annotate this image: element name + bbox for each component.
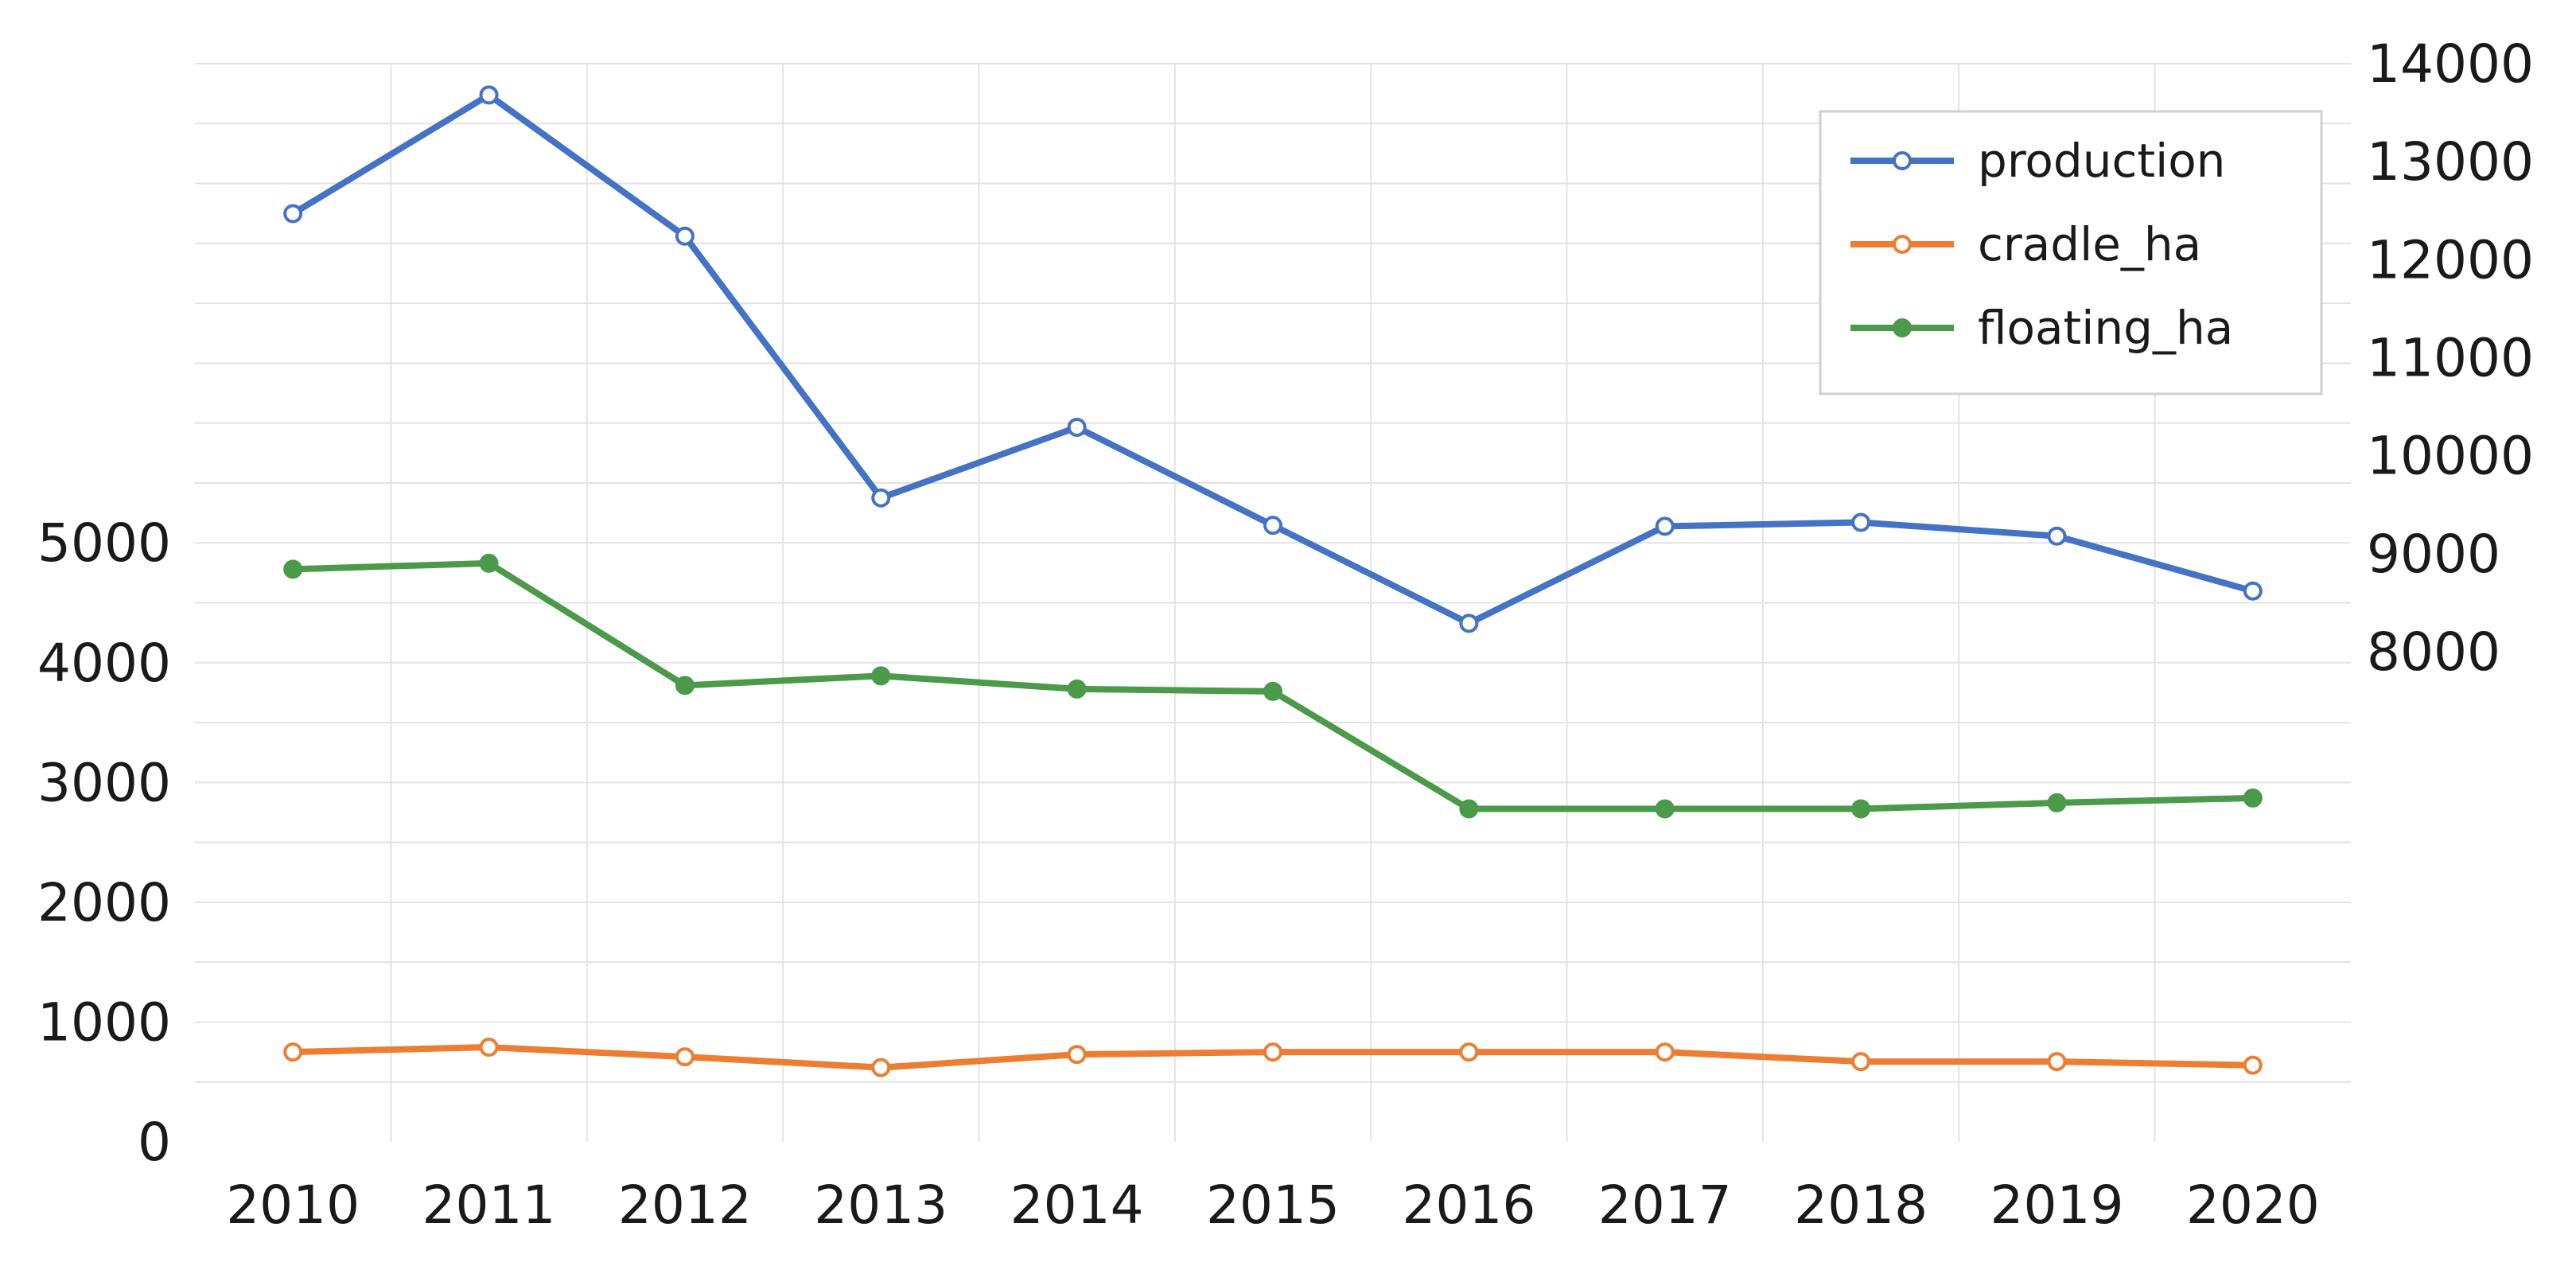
x-tick-label: 2016 bbox=[1402, 1174, 1535, 1236]
data-point-production bbox=[2243, 581, 2263, 601]
y-tick-label: 0 bbox=[138, 1112, 171, 1173]
y-tick-label: 2000 bbox=[37, 872, 171, 933]
data-point-production bbox=[675, 226, 695, 246]
data-point-cradle_ha bbox=[871, 1058, 891, 1077]
y2-tick-label: 14000 bbox=[2367, 33, 2534, 95]
series-production bbox=[283, 85, 2263, 633]
data-point-cradle_ha bbox=[1655, 1042, 1675, 1062]
data-point-cradle_ha bbox=[1067, 1045, 1087, 1065]
data-point-floating_ha bbox=[1067, 679, 1087, 699]
data-point-cradle_ha bbox=[1263, 1042, 1282, 1062]
data-point-cradle_ha bbox=[1459, 1042, 1479, 1062]
data-point-production bbox=[479, 85, 499, 105]
x-tick-label: 2013 bbox=[814, 1174, 948, 1236]
x-tick-label: 2019 bbox=[1990, 1174, 2123, 1236]
legend-label: production bbox=[1978, 134, 2225, 188]
data-point-floating_ha bbox=[283, 559, 303, 579]
legend-swatch-marker bbox=[1893, 235, 1912, 254]
right-axis: 8000 9000 10000 11000 12000 13000 14000 bbox=[2367, 33, 2534, 683]
x-tick-label: 2020 bbox=[2186, 1174, 2320, 1236]
y2-tick-label: 8000 bbox=[2367, 621, 2500, 683]
data-point-floating_ha bbox=[675, 676, 695, 695]
data-point-floating_ha bbox=[1459, 799, 1479, 819]
series bbox=[283, 85, 2263, 1077]
left-axis: 0 1000 2000 3000 4000 5000 bbox=[37, 512, 171, 1173]
data-point-cradle_ha bbox=[283, 1042, 303, 1062]
y-tick-label: 4000 bbox=[37, 633, 171, 694]
legend-label: floating_ha bbox=[1978, 301, 2233, 355]
y-tick-label: 3000 bbox=[37, 752, 171, 813]
data-point-production bbox=[1851, 512, 1871, 532]
y2-tick-label: 11000 bbox=[2367, 328, 2534, 389]
series-cradle_ha bbox=[283, 1038, 2263, 1077]
x-tick-label: 2010 bbox=[226, 1174, 360, 1236]
legend: production cradle_ha floating_ha bbox=[1819, 110, 2323, 395]
legend-item-production: production bbox=[1850, 134, 2225, 188]
y2-tick-label: 13000 bbox=[2367, 131, 2534, 193]
x-axis: 2010 2011 2012 2013 2014 2015 2016 2017 2018 2019… bbox=[226, 1174, 2320, 1236]
y-tick-label: 1000 bbox=[37, 991, 171, 1053]
data-point-production bbox=[1459, 614, 1479, 633]
data-point-floating_ha bbox=[2243, 788, 2263, 808]
data-point-production bbox=[283, 204, 303, 224]
y-tick-label: 5000 bbox=[37, 512, 171, 574]
data-point-cradle_ha bbox=[2243, 1055, 2263, 1075]
data-point-production bbox=[1655, 516, 1675, 536]
x-tick-label: 2012 bbox=[618, 1174, 752, 1236]
x-tick-label: 2015 bbox=[1206, 1174, 1340, 1236]
data-point-cradle_ha bbox=[1851, 1052, 1871, 1072]
legend-label: cradle_ha bbox=[1978, 217, 2201, 271]
x-tick-label: 2018 bbox=[1794, 1174, 1928, 1236]
data-point-floating_ha bbox=[871, 666, 891, 686]
legend-item-cradle_ha: cradle_ha bbox=[1850, 217, 2201, 271]
data-point-production bbox=[2047, 526, 2067, 546]
data-point-production bbox=[1263, 516, 1282, 536]
data-point-floating_ha bbox=[1263, 681, 1282, 701]
data-point-production bbox=[871, 488, 891, 508]
legend-swatch-marker bbox=[1893, 318, 1912, 337]
data-point-cradle_ha bbox=[479, 1038, 499, 1058]
y2-tick-label: 10000 bbox=[2367, 426, 2534, 487]
x-tick-label: 2014 bbox=[1010, 1174, 1144, 1236]
legend-item-floating_ha: floating_ha bbox=[1850, 301, 2233, 355]
series-floating_ha bbox=[283, 553, 2263, 819]
y2-tick-label: 12000 bbox=[2367, 229, 2534, 290]
data-point-cradle_ha bbox=[2047, 1052, 2067, 1072]
data-point-production bbox=[1067, 418, 1087, 438]
data-point-cradle_ha bbox=[675, 1047, 695, 1067]
data-point-floating_ha bbox=[1655, 799, 1675, 819]
data-point-floating_ha bbox=[2047, 793, 2067, 812]
x-tick-label: 2011 bbox=[422, 1174, 556, 1236]
y2-tick-label: 9000 bbox=[2367, 524, 2500, 585]
legend-swatch-marker bbox=[1893, 151, 1912, 170]
x-tick-label: 2017 bbox=[1598, 1174, 1732, 1236]
data-point-floating_ha bbox=[1851, 799, 1871, 819]
data-point-floating_ha bbox=[479, 553, 499, 573]
